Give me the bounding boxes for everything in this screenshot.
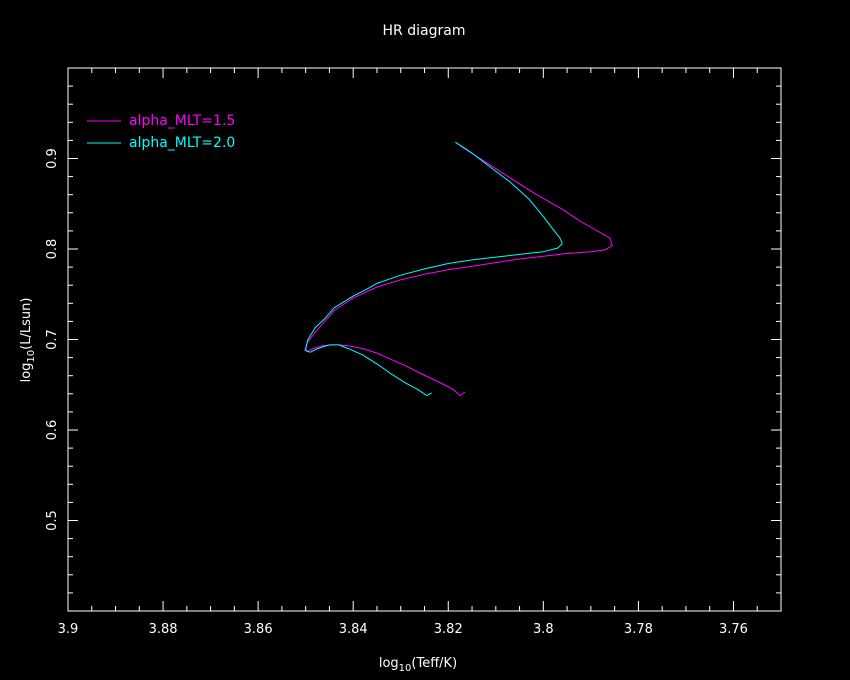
x-axis-label: log10(Teff/K) bbox=[379, 656, 457, 674]
y-tick-label: 0.5 bbox=[45, 510, 60, 531]
x-tick-label: 3.86 bbox=[244, 622, 273, 637]
x-axis-label-sub: 10 bbox=[399, 663, 412, 674]
x-tick-label: 3.9 bbox=[58, 622, 79, 637]
y-axis-label: log10(L/Lsun) bbox=[19, 298, 37, 383]
y-axis-label-sub: 10 bbox=[26, 350, 37, 363]
legend-label: alpha_MLT=1.5 bbox=[129, 113, 235, 129]
x-tick-label: 3.78 bbox=[624, 622, 653, 637]
axis-ticks: 3.9 3.88 3.86 3.84 3.82 3.8 3.78 3.76 0.5 0.6 0.7 0… bbox=[45, 68, 781, 637]
x-tick-label: 3.82 bbox=[434, 622, 463, 637]
x-tick-label: 3.8 bbox=[533, 622, 554, 637]
legend-label: alpha_MLT=2.0 bbox=[129, 135, 235, 151]
x-axis-label-prefix: log bbox=[379, 656, 399, 671]
y-axis-label-prefix: log bbox=[19, 363, 34, 383]
series-line bbox=[304, 145, 613, 397]
y-tick-label: 0.7 bbox=[45, 329, 60, 350]
y-tick-label: 0.6 bbox=[45, 420, 60, 441]
y-axis-label-suffix: (L/Lsun) bbox=[19, 298, 34, 350]
legend: alpha_MLT=1.5 alpha_MLT=2.0 bbox=[87, 113, 235, 151]
x-tick-label: 3.84 bbox=[339, 622, 368, 637]
y-tick-label: 0.8 bbox=[45, 239, 60, 260]
chart-title: HR diagram bbox=[383, 23, 466, 39]
series-line bbox=[305, 141, 563, 397]
series-group bbox=[304, 141, 613, 397]
x-tick-label: 3.88 bbox=[149, 622, 178, 637]
x-tick-label: 3.76 bbox=[719, 622, 748, 637]
y-tick-label: 0.9 bbox=[45, 148, 60, 169]
x-axis-label-suffix: (Teff/K) bbox=[411, 656, 457, 671]
